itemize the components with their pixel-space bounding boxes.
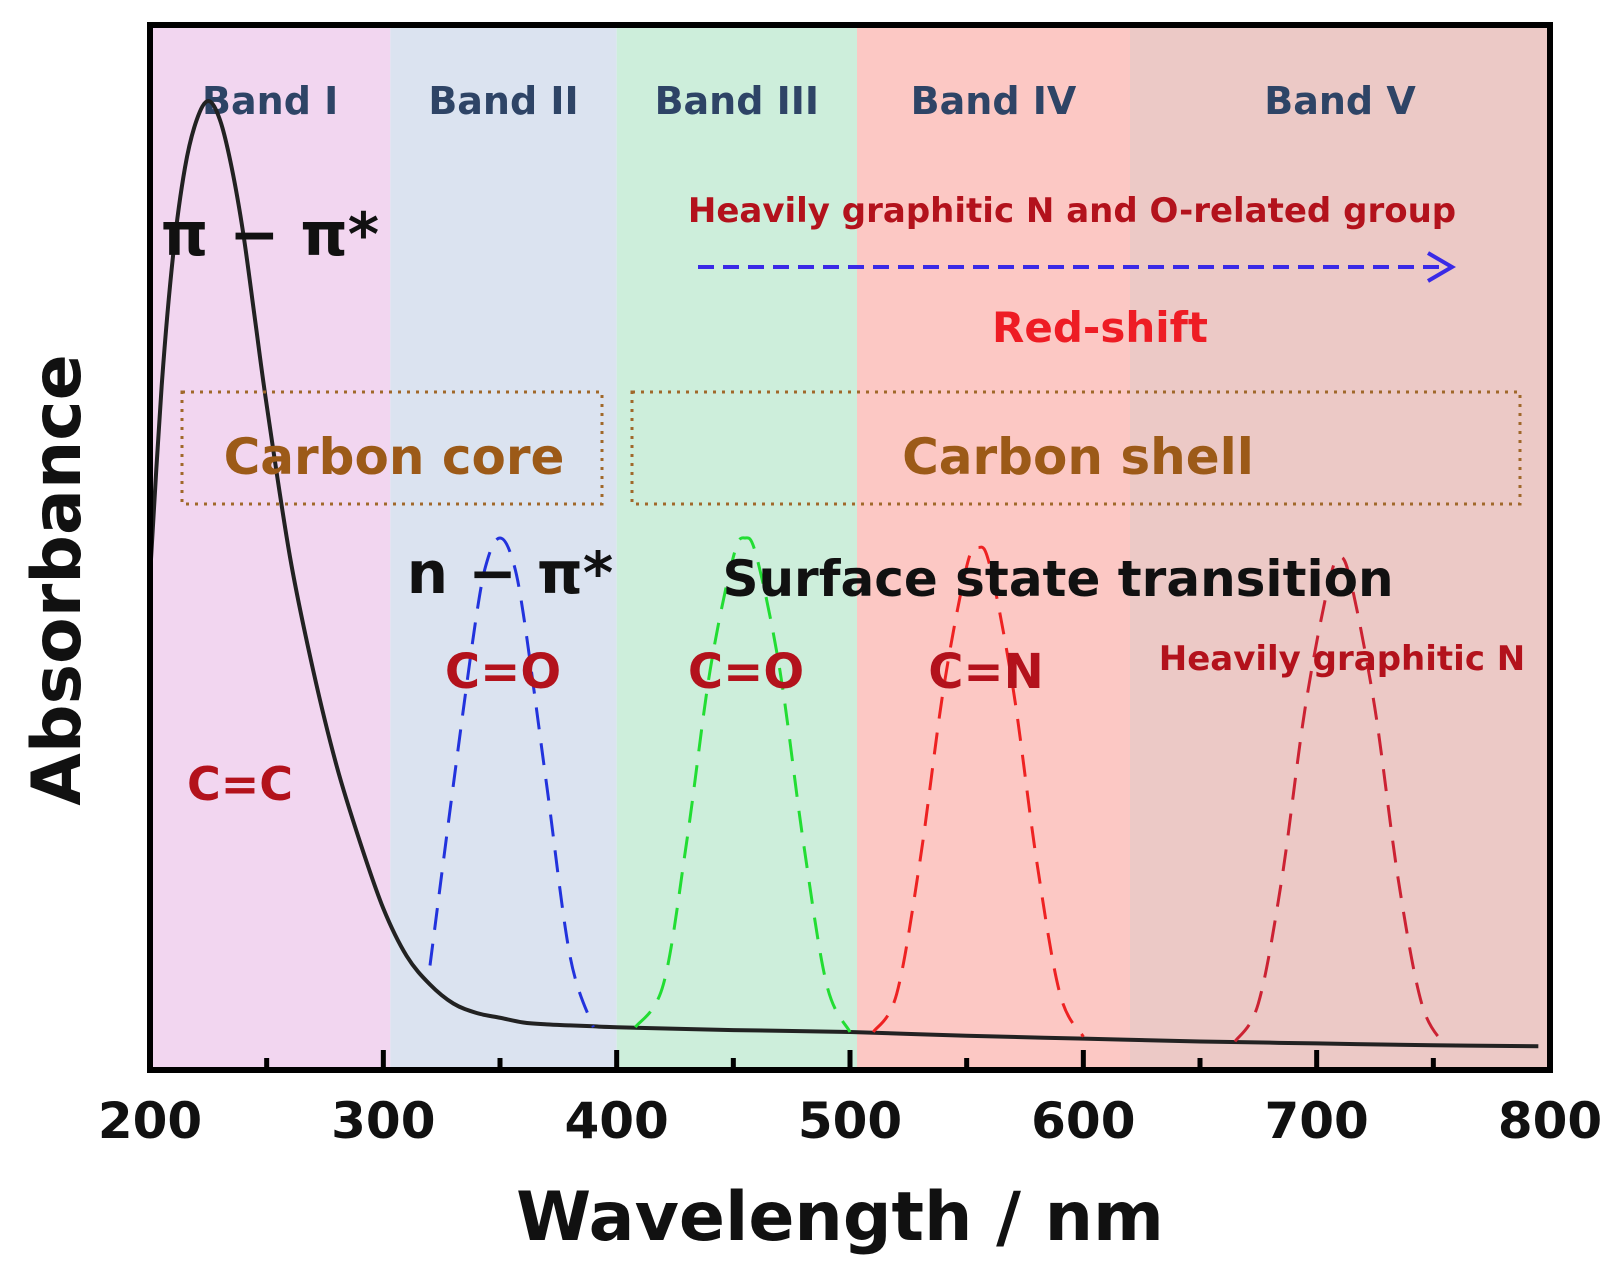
carbon-core-label: Carbon core [224,428,565,486]
series-line-3 [634,536,852,1033]
heavily-graphitic-group-label: Heavily graphitic N and O-related group [688,191,1456,231]
series-line-4 [872,545,1085,1038]
x-axis-label: Wavelength / nm [516,1178,1164,1257]
band-backgrounds: Band I Band II Band III Band IV Band V [150,25,1550,1070]
red-shift-label: Red-shift [992,303,1208,352]
carbon-shell-box [630,390,1522,506]
cn-label: C=N [928,644,1044,700]
series-line-2 [428,536,595,1028]
carbon-core-box [180,390,604,506]
x-tick-label: 400 [564,1092,668,1150]
band-label-5: Band V [1264,79,1416,123]
carbon-shell-label: Carbon shell [902,428,1254,486]
red-shift-arrowhead [1426,251,1456,283]
series-line-1 [148,99,1539,1049]
n-pi-star-label: n − π* [407,539,613,607]
x-tick-label: 600 [1031,1092,1135,1150]
band-label-1: Band I [202,79,338,123]
axes: 200 300 400 500 600 700 800 [98,22,1602,1150]
co-label-1: C=O [445,644,561,700]
cc-label: C=C [187,757,293,811]
x-tick-label: 200 [98,1092,202,1150]
band-region-4 [857,25,1130,1070]
x-tick-label: 800 [1498,1092,1602,1150]
pi-pi-star-label: π − π* [161,200,379,270]
band-label-4: Band IV [911,79,1077,123]
band-region-3 [616,25,857,1070]
surface-state-label: Surface state transition [722,550,1393,608]
absorbance-curves [148,99,1539,1049]
x-tick-label: 300 [331,1092,435,1150]
co-label-2: C=O [688,644,804,700]
y-axis-label: Absorbance [18,354,97,805]
band-label-3: Band III [655,79,820,123]
band-region-1 [150,25,391,1070]
graphitic-n-label: Heavily graphitic N [1159,639,1526,679]
band-region-2 [390,25,617,1070]
band-label-2: Band II [428,79,578,123]
x-tick-label: 500 [798,1092,902,1150]
band-region-5 [1130,25,1550,1070]
series-line-5 [1233,555,1447,1047]
x-tick-label: 700 [1264,1092,1368,1150]
